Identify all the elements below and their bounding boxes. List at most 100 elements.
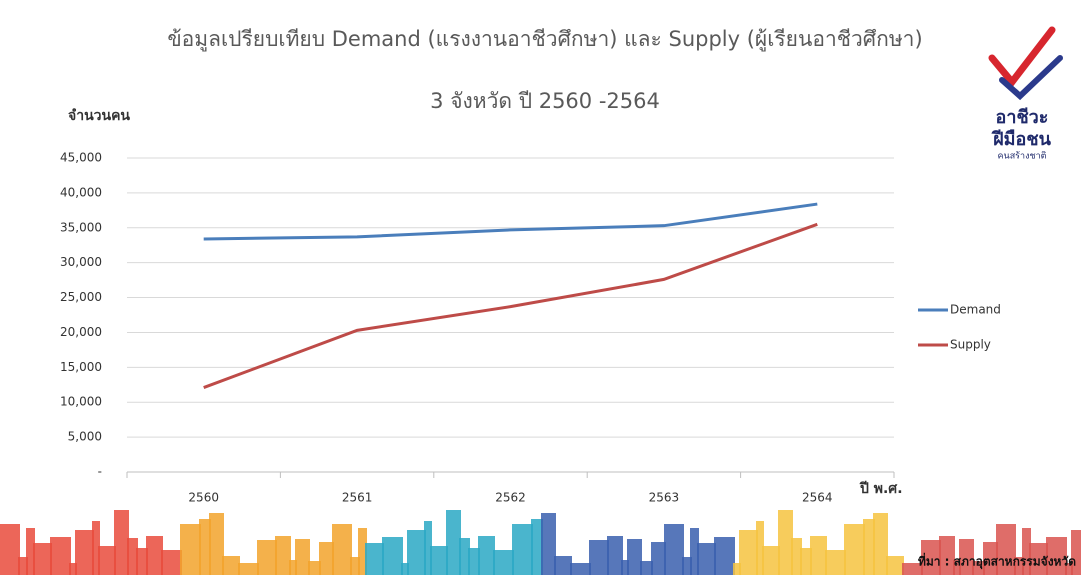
- source-note: ที่มา : สภาอุตสาหกรรมจังหวัด: [918, 553, 1076, 570]
- skyline-building: [873, 513, 888, 575]
- skyline-building: [136, 548, 148, 575]
- skyline-building: [554, 556, 572, 575]
- skyline-building: [114, 510, 129, 575]
- logo-text: คนสร้างชาติ: [998, 151, 1047, 162]
- y-tick-label: 45,000: [60, 151, 102, 165]
- skyline-building: [75, 530, 94, 575]
- skyline-building: [358, 528, 367, 575]
- skyline-building: [972, 561, 985, 575]
- skyline-building: [886, 556, 904, 575]
- skyline-building: [275, 536, 291, 575]
- skyline-building: [446, 510, 461, 575]
- skyline-building: [953, 560, 961, 575]
- skyline-building: [778, 510, 793, 575]
- y-tick-label: 35,000: [60, 220, 102, 234]
- skyline-building: [607, 536, 623, 575]
- skyline-building: [664, 524, 684, 575]
- skyline-building: [959, 539, 974, 575]
- skyline-building: [401, 563, 409, 575]
- skyline-building: [697, 543, 716, 575]
- skyline-building: [1071, 530, 1081, 575]
- skyline-building: [199, 519, 211, 575]
- skyline-building: [531, 519, 543, 575]
- skyline-building: [127, 538, 138, 575]
- skyline-building: [98, 546, 116, 575]
- skyline-building: [50, 537, 71, 575]
- skyline-building: [512, 524, 533, 575]
- y-tick-label: 15,000: [60, 360, 102, 374]
- x-tick-label: 2563: [649, 491, 680, 505]
- skyline-building: [640, 561, 653, 575]
- skyline-building: [92, 521, 100, 575]
- y-tick-label: 25,000: [60, 290, 102, 304]
- skyline-building: [651, 542, 666, 575]
- skyline-building: [493, 550, 514, 575]
- skyline-building: [939, 536, 955, 575]
- legend-label: Demand: [950, 303, 1001, 317]
- y-tick-label: 20,000: [60, 325, 102, 339]
- skyline-building: [863, 519, 875, 575]
- y-tick-label: 10,000: [60, 395, 102, 409]
- skyline-building: [26, 528, 35, 575]
- y-axis-label: จำนวนคน: [68, 108, 130, 124]
- skyline-building: [996, 524, 1016, 575]
- skyline-building: [0, 524, 20, 575]
- skyline-building: [424, 521, 432, 575]
- skyline-building: [18, 557, 28, 575]
- skyline-building: [589, 540, 609, 575]
- logo-check-2: [999, 55, 1063, 101]
- skyline-building: [478, 536, 495, 575]
- skyline-building: [180, 524, 201, 575]
- y-tick-label: 5,000: [68, 430, 102, 444]
- skyline-building: [1029, 543, 1048, 575]
- skyline-building: [541, 513, 556, 575]
- skyline-building: [1022, 528, 1031, 575]
- skyline-building: [289, 560, 297, 575]
- x-axis-label: ปี พ.ศ.: [859, 481, 903, 497]
- y-tick-label: 30,000: [60, 255, 102, 269]
- logo-check: [988, 26, 1056, 88]
- skyline-building: [33, 543, 52, 575]
- skyline-building: [844, 524, 865, 575]
- skyline-building: [921, 540, 941, 575]
- skyline-building: [825, 550, 846, 575]
- skyline-building: [800, 548, 812, 575]
- skyline-building: [570, 563, 591, 575]
- skyline-building: [756, 521, 764, 575]
- skyline-building: [739, 530, 758, 575]
- skyline-building: [1046, 537, 1067, 575]
- skyline-building: [621, 560, 629, 575]
- skyline-building: [161, 550, 182, 575]
- skyline-building: [407, 530, 426, 575]
- skyline-building: [209, 513, 224, 575]
- logo-text: อาชีวะ: [996, 107, 1049, 128]
- skyline-building: [714, 537, 735, 575]
- skyline-building: [146, 536, 163, 575]
- chart-subtitle: 3 จังหวัด ปี 2560 -2564: [430, 89, 660, 113]
- skyline-building: [1065, 563, 1073, 575]
- skyline-building: [682, 557, 692, 575]
- skyline-building: [1014, 557, 1024, 575]
- x-tick-label: 2562: [495, 491, 526, 505]
- skyline-building: [459, 538, 470, 575]
- skyline-building: [365, 543, 384, 575]
- skyline-building: [295, 539, 310, 575]
- skyline-building: [791, 538, 802, 575]
- skyline-building: [308, 561, 321, 575]
- chart-title: ข้อมูลเปรียบเทียบ Demand (แรงงานอาชีวศึก…: [167, 27, 922, 52]
- logo: อาชีวะ ฝีมือชน คนสร้างชาติ: [988, 26, 1063, 162]
- skyline-building: [762, 546, 780, 575]
- skyline-building: [690, 528, 699, 575]
- legend-label: Supply: [950, 338, 991, 352]
- y-tick-label: 40,000: [60, 185, 102, 199]
- x-tick-label: 2564: [802, 491, 833, 505]
- skyline-building: [350, 557, 360, 575]
- x-tick-label: 2561: [342, 491, 373, 505]
- skyline-building: [902, 563, 923, 575]
- skyline-building: [627, 539, 642, 575]
- series-line: [203, 202, 818, 241]
- skyline-building: [733, 563, 741, 575]
- x-tick-label: 2560: [188, 491, 219, 505]
- skyline-building: [332, 524, 352, 575]
